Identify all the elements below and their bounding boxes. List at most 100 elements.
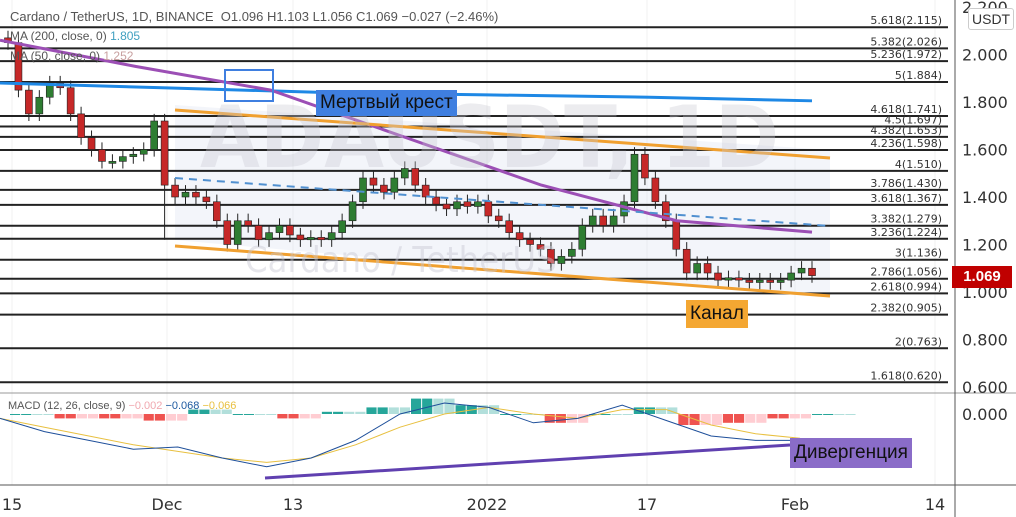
candle — [265, 232, 273, 241]
ohlc-low: L1.056 — [312, 9, 353, 24]
price-tick: 1.600 — [962, 141, 1008, 160]
macd-hist-value: −0.002 — [128, 400, 163, 412]
macd-label: MACD (12, 26, close, 9) — [8, 400, 126, 412]
candle — [735, 277, 743, 281]
candle — [181, 191, 190, 198]
macd-histogram-bar — [845, 414, 856, 415]
fib-level-label: 1.618(0.620) — [870, 369, 942, 382]
candle — [317, 237, 326, 241]
candle — [338, 220, 346, 233]
macd-histogram-bar — [366, 407, 377, 414]
macd-histogram-bar — [99, 414, 110, 419]
candle — [98, 149, 106, 162]
candle — [77, 113, 85, 138]
candle — [787, 272, 795, 281]
ma200-legend[interactable]: MA (200, close, 0) 1.805 — [10, 29, 140, 43]
fib-level-label: 3.236(1.224) — [870, 226, 942, 239]
symbol-legend: Cardano / TetherUS, 1D, BINANCE O1.096 H… — [10, 9, 498, 24]
ma50-line — [0, 38, 813, 234]
macd-histogram-bar — [778, 414, 789, 419]
ohlc-change: −0.027 (−2.46%) — [401, 9, 499, 24]
candle — [244, 220, 252, 226]
macd-histogram-bar — [667, 407, 678, 414]
price-tick: 1.800 — [962, 93, 1008, 112]
macd-histogram-bar — [188, 409, 199, 414]
channel-lower-line — [174, 244, 831, 298]
time-tick: 15 — [2, 495, 22, 514]
candle — [568, 248, 576, 257]
candle — [348, 201, 357, 222]
fib-level-label: 5(1.884) — [895, 69, 942, 82]
macd-histogram-bar — [143, 414, 154, 421]
macd-legend[interactable]: MACD (12, 26, close, 9) −0.002 −0.068 −0… — [8, 400, 236, 412]
macd-histogram-bar — [756, 414, 767, 423]
macd-histogram-bar — [388, 407, 399, 414]
fib-level-label: 3.786(1.430) — [870, 177, 942, 190]
macd-histogram-bar — [589, 414, 600, 415]
fib-level-label: 4.618(1.741) — [870, 103, 942, 116]
candle — [432, 196, 440, 205]
macd-histogram-bar — [154, 414, 165, 421]
fib-level-label: 3(1.136) — [895, 247, 942, 260]
price-tick: 1.200 — [962, 236, 1008, 255]
channel-upper-line — [174, 108, 831, 160]
macd-histogram-bar — [199, 409, 210, 414]
macd-histogram-bar — [232, 414, 243, 415]
fib-level-label: 4.382(1.653) — [870, 124, 942, 137]
candle — [223, 220, 232, 245]
macd-histogram-bar — [255, 414, 266, 415]
candle — [400, 168, 409, 179]
ma50-value: 1.252 — [103, 49, 134, 63]
macd-histogram-bar — [399, 407, 410, 414]
macd-histogram-bar — [377, 407, 388, 414]
macd-histogram-bar — [711, 414, 722, 425]
fib-level-label: 5.382(2.026) — [870, 35, 942, 48]
candle — [494, 215, 503, 222]
macd-histogram-bar — [355, 411, 366, 414]
time-tick: 14 — [925, 495, 945, 514]
candle — [421, 184, 430, 198]
ma50-legend[interactable]: MA (50, close, 0) 1.252 — [10, 49, 133, 63]
macd-histogram-bar — [288, 414, 299, 419]
candle — [213, 201, 221, 222]
channel-mid-line — [174, 177, 831, 227]
current-price-badge: 1.069 — [952, 266, 1012, 288]
candle — [745, 279, 754, 283]
fib-level-label: 4.5(1.697) — [884, 113, 942, 126]
divergence-line — [264, 443, 791, 480]
macd-histogram-bar — [110, 414, 121, 419]
time-tick: Dec — [152, 495, 183, 514]
candle — [25, 89, 33, 115]
divergence-label: Дивергенция — [790, 438, 912, 468]
channel-label: Канал — [686, 300, 748, 328]
macd-histogram-bar — [243, 414, 255, 415]
macd-histogram-bar — [299, 414, 310, 419]
candle — [150, 120, 158, 150]
candle — [286, 225, 294, 236]
candle — [536, 244, 545, 250]
macd-histogram-bar — [544, 414, 555, 423]
macd-histogram-bar — [500, 414, 511, 415]
macd-histogram-bar — [344, 411, 355, 414]
candle — [651, 177, 660, 203]
candle — [547, 248, 555, 264]
macd-histogram-bar — [422, 398, 433, 414]
ma50-label: MA (50, close, 0) — [10, 49, 101, 63]
candle — [275, 225, 284, 233]
macd-histogram-bar — [722, 414, 734, 423]
candle — [755, 279, 764, 283]
macd-histogram-bar — [277, 414, 288, 419]
candle — [557, 256, 566, 264]
candle — [766, 279, 775, 283]
candle — [411, 168, 420, 186]
candle — [724, 277, 733, 281]
currency-button[interactable]: USDT — [968, 8, 1015, 30]
candle — [35, 96, 44, 115]
candle — [662, 201, 670, 222]
macd-histogram-bar — [800, 414, 811, 419]
macd-histogram-bar — [266, 414, 277, 415]
macd-line — [0, 402, 800, 468]
macd-histogram-bar — [433, 398, 444, 414]
macd-histogram-bar — [834, 414, 845, 415]
